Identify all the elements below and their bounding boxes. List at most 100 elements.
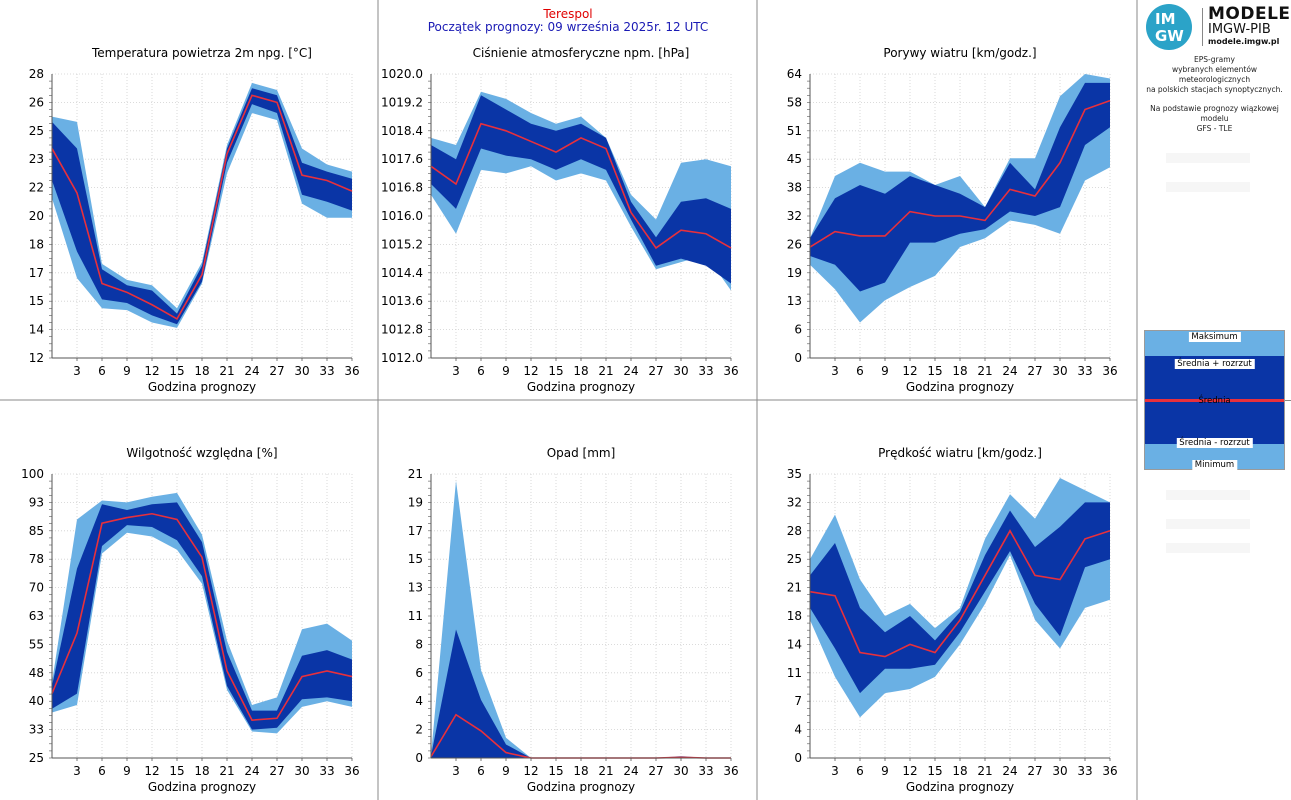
y-tick-label: 0 [794,751,802,765]
x-tick-label: 33 [698,364,713,378]
x-tick-label: 36 [1102,764,1117,778]
x-tick-label: 12 [523,364,538,378]
y-tick-label: 1019.2 [381,95,423,109]
logo-circle-top: IM [1155,10,1176,28]
y-tick-label: 6 [794,323,802,337]
y-tick-label: 21 [408,467,423,481]
x-tick-label: 36 [344,364,359,378]
station-name: Terespol [543,7,593,21]
x-tick-label: 12 [902,764,917,778]
x-tick-label: 27 [269,364,284,378]
y-tick-label: 15 [29,294,44,308]
x-tick-label: 9 [881,364,889,378]
y-tick-label: 32 [787,209,802,223]
side-panel: IM GW MODELE IMGW-PIB modele.imgw.pl EPS… [1138,0,1291,800]
x-tick-label: 30 [294,764,309,778]
x-tick-label: 15 [169,764,184,778]
x-tick-label: 30 [673,364,688,378]
x-tick-label: 30 [294,364,309,378]
y-tick-label: 26 [29,95,44,109]
y-tick-label: 1012.8 [381,323,423,337]
blank-strip [1166,543,1250,553]
x-tick-label: 6 [856,364,864,378]
description: EPS-gramy wybranych elementów meteorolog… [1138,55,1291,134]
x-tick-label: 27 [648,364,663,378]
y-tick-label: 28 [787,524,802,538]
mean-line [51,94,353,321]
legend-box: Maksimum Średnia + rozrzut Średnia Średn… [1144,330,1285,470]
spread-band [52,88,352,325]
x-tick-label: 21 [977,764,992,778]
legend-mean-label: Średnia [1198,396,1231,406]
y-tick-label: 11 [787,666,802,680]
y-tick-label: 1020.0 [381,67,423,81]
y-tick-label: 25 [29,751,44,765]
x-tick-label: 21 [977,364,992,378]
x-tick-label: 21 [598,364,613,378]
y-tick-label: 7 [794,694,802,708]
x-tick-label: 3 [831,764,839,778]
x-tick-label: 6 [98,764,106,778]
blank-strip [1166,519,1250,529]
x-tick-label: 9 [123,764,131,778]
x-tick-label: 18 [952,364,967,378]
x-tick-label: 27 [648,764,663,778]
x-tick-label: 33 [1077,764,1092,778]
x-tick-label: 18 [573,364,588,378]
y-tick-label: 100 [21,467,44,481]
y-tick-label: 32 [787,495,802,509]
x-axis-label: Godzina prognozy [906,780,1014,794]
x-tick-label: 6 [856,764,864,778]
logo-title: MODELE [1208,4,1291,24]
x-tick-label: 18 [573,764,588,778]
x-tick-label: 33 [319,764,334,778]
x-tick-label: 15 [548,764,563,778]
x-tick-label: 3 [73,364,81,378]
y-tick-label: 63 [29,609,44,623]
logo-separator [1202,8,1203,46]
y-tick-label: 78 [29,552,44,566]
y-tick-label: 8 [415,637,423,651]
x-tick-label: 15 [927,364,942,378]
x-tick-label: 15 [548,364,563,378]
blank-strip [1166,153,1250,163]
chart-3: Porywy wiatru [km/godz.] 0 6 13 19 26 32 38 45 51… [787,46,1118,394]
y-tick-label: 33 [29,723,44,737]
x-tick-label: 27 [1027,764,1042,778]
x-tick-label: 12 [902,364,917,378]
y-tick-label: 4 [415,694,423,708]
x-tick-label: 12 [144,364,159,378]
y-tick-label: 1015.2 [381,237,423,251]
y-tick-label: 70 [29,581,44,595]
chart-6: Prędkość wiatru [km/godz.] 0 4 7 11 14 18 21 25 2… [787,446,1118,794]
x-tick-label: 24 [244,764,259,778]
y-tick-label: 6 [415,666,423,680]
y-tick-label: 25 [787,552,802,566]
legend-upper-label: Średnia + rozrzut [1174,359,1255,369]
x-tick-label: 3 [73,764,81,778]
x-tick-label: 15 [169,364,184,378]
x-tick-label: 18 [952,764,967,778]
y-tick-label: 45 [787,152,802,166]
forecast-start: Początek prognozy: 09 września 2025r. 12… [427,20,709,34]
y-tick-label: 21 [787,581,802,595]
chart-title: Prędkość wiatru [km/godz.] [878,446,1042,460]
y-tick-label: 20 [29,209,44,223]
x-axis-label: Godzina prognozy [148,780,256,794]
description-line: na polskich stacjach synoptycznych. [1146,85,1283,94]
x-tick-label: 18 [194,364,209,378]
x-tick-label: 3 [452,364,460,378]
legend-max-label: Maksimum [1188,332,1241,342]
y-tick-label: 15 [408,552,423,566]
logo-url: modele.imgw.pl [1208,37,1280,46]
y-tick-label: 93 [29,495,44,509]
x-tick-label: 9 [881,764,889,778]
x-tick-label: 9 [123,364,131,378]
spread-band [810,502,1110,694]
x-tick-label: 18 [194,764,209,778]
x-tick-label: 24 [1002,764,1017,778]
chart-title: Temperatura powietrza 2m npg. [°C] [91,46,312,60]
description-line: wybranych elementów meteorologicznych [1171,65,1258,84]
